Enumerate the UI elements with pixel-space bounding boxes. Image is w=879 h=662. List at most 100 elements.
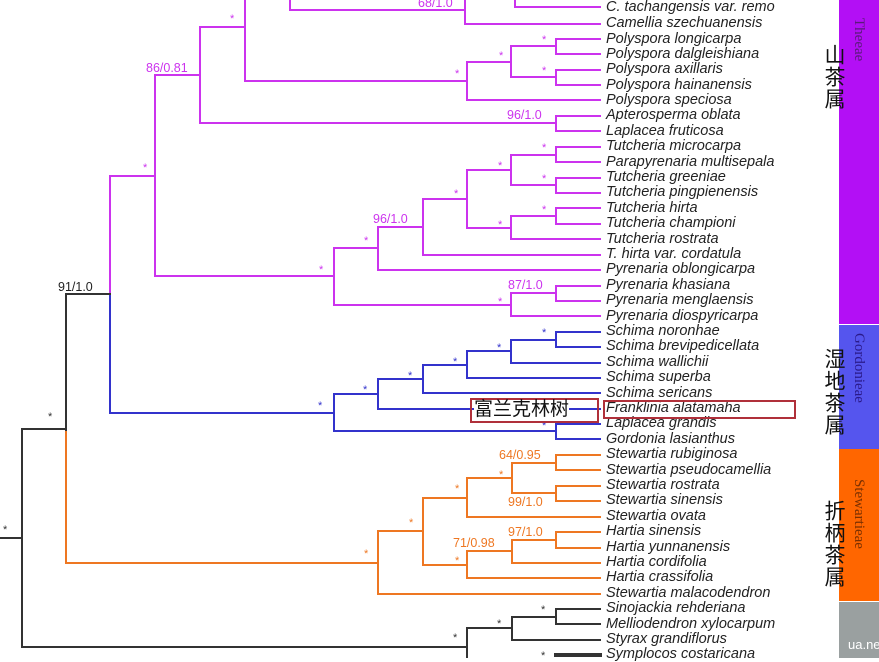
star-marker: *: [497, 618, 502, 630]
star-marker: *: [409, 517, 414, 529]
star-marker: *: [497, 342, 502, 354]
star-marker: *: [454, 188, 459, 200]
taxon-label: Stewartia ovata: [606, 508, 706, 524]
taxon-label: Hartia crassifolia: [606, 569, 714, 585]
taxon-label: T. hirta var. cordatula: [606, 246, 742, 262]
taxon-label: Stewartia rostrata: [606, 477, 720, 493]
taxon-label: Polyspora longicarpa: [606, 31, 742, 47]
chinese-name-label: 富兰克林树: [474, 399, 570, 420]
support-value: 68/1.0: [418, 0, 453, 10]
star-marker: *: [408, 370, 413, 382]
star-marker: *: [541, 650, 546, 662]
taxon-label: Apterosperma oblata: [606, 107, 741, 123]
star-marker: *: [498, 296, 503, 308]
star-marker: *: [453, 356, 458, 368]
clade-label-theeae: Theeae: [851, 18, 867, 62]
support-value: 86/0.81: [146, 61, 188, 75]
taxon-label: Stewartia malacodendron: [606, 585, 771, 601]
star-marker: *: [318, 400, 323, 412]
taxon-label: Tutcheria championi: [606, 215, 736, 231]
taxon-label: Schima sericans: [606, 385, 713, 401]
taxon-label: Laplacea grandis: [606, 415, 717, 431]
star-marker: *: [143, 162, 148, 174]
star-marker: *: [542, 173, 547, 185]
clade-chinese-label-gordonieae: 湿地茶属: [822, 348, 845, 436]
clade-bar-theeae: Theeae: [839, 0, 879, 324]
taxon-label: Polyspora axillaris: [606, 61, 723, 77]
support-value: 71/0.98: [453, 536, 495, 550]
taxon-label: Melliodendron xylocarpum: [606, 616, 776, 632]
clade-label-gordonieae: Gordonieae: [851, 333, 867, 403]
star-marker: *: [498, 219, 503, 231]
chinese-name-box: 富兰克林树: [470, 398, 599, 423]
taxon-label: Schima noronhae: [606, 323, 720, 339]
taxon-label: Pyrenaria diospyricarpa: [606, 308, 759, 324]
star-marker: *: [541, 604, 546, 616]
star-marker: *: [3, 524, 8, 536]
taxon-label: Stewartia rubiginosa: [606, 446, 738, 462]
taxon-label: Tutcheria rostrata: [606, 231, 719, 247]
clade-label-stewartieae: Stewartieae: [851, 479, 867, 549]
clade-chinese-label-theeae: 山茶属: [822, 44, 845, 110]
taxon-label: Tutcheria hirta: [606, 200, 698, 216]
taxon-label: Parapyrenaria multisepala: [606, 154, 775, 170]
taxon-label: Tutcheria microcarpa: [606, 138, 742, 154]
taxon-label: Stewartia pseudocamellia: [606, 462, 772, 478]
taxon-label: Camellia szechuanensis: [606, 15, 763, 31]
taxon-label: Polyspora dalgleishiana: [606, 46, 760, 62]
taxon-label: Laplacea fruticosa: [606, 123, 724, 139]
taxon-label: Schima superba: [606, 369, 711, 385]
star-marker: *: [499, 469, 504, 481]
star-marker: *: [542, 420, 547, 432]
support-value: 97/1.0: [508, 525, 543, 539]
taxon-label: Tutcheria greeniae: [606, 169, 726, 185]
taxon-label: Polyspora hainanensis: [606, 77, 752, 93]
support-value: 96/1.0: [373, 212, 408, 226]
clade-chinese-label-stewartieae: 折柄茶属: [822, 500, 845, 588]
star-marker: *: [364, 548, 369, 560]
star-marker: *: [453, 632, 458, 644]
taxon-label: Sinojackia rehderiana: [606, 600, 746, 616]
star-marker: *: [542, 65, 547, 77]
watermark: ua.net: [848, 637, 879, 652]
support-value: 64/0.95: [499, 448, 541, 462]
taxon-label-franklinia: Franklinia alatamaha: [606, 400, 741, 416]
star-marker: *: [542, 34, 547, 46]
support-value: 96/1.0: [507, 108, 542, 122]
support-value: 91/1.0: [58, 280, 93, 294]
taxon-label: Hartia yunnanensis: [606, 539, 731, 555]
taxon-label: Symplocos costaricana: [606, 646, 756, 662]
support-value: 99/1.0: [508, 495, 543, 509]
clade-bar-outgroup: [839, 602, 879, 658]
support-value: 87/1.0: [508, 278, 543, 292]
star-marker: *: [364, 235, 369, 247]
taxon-label: Tutcheria pingpienensis: [606, 184, 759, 200]
clade-bar-stewartieae: Stewartieae: [839, 449, 879, 601]
outgroup-branches: [0, 293, 602, 658]
taxon-label: Gordonia lasianthus: [606, 431, 735, 447]
taxon-label: Hartia sinensis: [606, 523, 702, 539]
taxon-label: Stewartia sinensis: [606, 492, 723, 508]
taxon-label: Pyrenaria khasiana: [606, 277, 731, 293]
taxon-label: Schima wallichii: [606, 354, 709, 370]
stewartieae-branches: [65, 429, 601, 595]
star-marker: *: [48, 411, 53, 423]
clade-bar-gordonieae: Gordonieae: [839, 325, 879, 449]
taxon-label: Hartia cordifolia: [606, 554, 707, 570]
franklinia-highlight-box: [603, 400, 796, 419]
theeae-branches: [109, 0, 601, 317]
star-marker: *: [542, 327, 547, 339]
taxon-label: Styrax grandiflorus: [606, 631, 727, 647]
star-marker: *: [498, 160, 503, 172]
star-marker: *: [319, 264, 324, 276]
star-marker: *: [542, 204, 547, 216]
star-marker: *: [230, 13, 235, 25]
taxon-label: Schima brevipedicellata: [606, 338, 760, 354]
star-marker: *: [542, 142, 547, 154]
star-marker: *: [455, 483, 460, 495]
star-marker: *: [455, 555, 460, 567]
star-marker: *: [499, 50, 504, 62]
star-marker: *: [455, 68, 460, 80]
taxon-label: Pyrenaria menglaensis: [606, 292, 754, 308]
